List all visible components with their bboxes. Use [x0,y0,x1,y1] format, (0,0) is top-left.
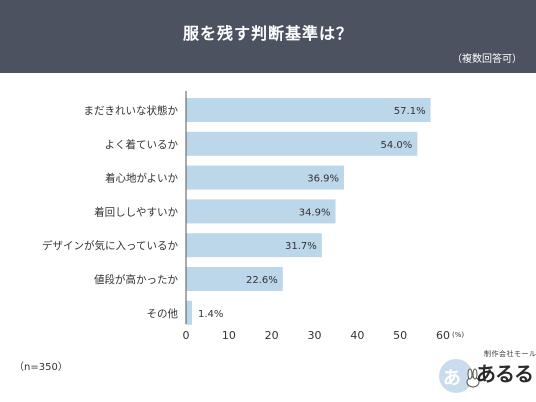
category-label-6: その他 [147,307,179,320]
brand-logo: あ 制作会社モール あるる [436,346,536,398]
bar-chart: まだきれいな状態か 57.1% よく着ているか 54.0% 着心地がよいか 36.9% 着回… [42,91,464,342]
value-label-1: 54.0% [381,140,413,151]
bar-4 [186,233,322,258]
value-label-5: 22.6% [246,275,278,286]
x-tick-label-1: 10 [222,329,236,342]
value-label-3: 34.9% [299,207,331,218]
value-label-0: 57.1% [394,106,426,117]
rabbit-mascot-icon: あ [439,359,480,393]
value-label-2: 36.9% [307,174,339,185]
logo-brand-text: あるる [476,362,534,386]
x-tick-label-4: 40 [350,329,364,342]
logo-company-text: 制作会社モール [484,350,536,358]
category-label-3: 着回ししやすいか [94,205,178,218]
bar-3 [186,199,336,224]
x-tick-label-6: 60 [436,329,450,342]
value-label-4: 31.7% [285,241,317,252]
sample-size: （n=350） [14,362,68,373]
value-label-6: 1.4% [198,309,223,320]
category-label-2: 着心地がよいか [105,172,178,185]
x-tick-label-5: 50 [393,329,407,342]
bar-0 [186,98,431,122]
chart-title: 服を残す判断基準は？ [182,24,353,43]
x-tick-label-2: 20 [265,329,279,342]
category-label-4: デザインが気に入っているか [42,239,178,252]
bar-2 [186,165,345,190]
x-tick-label-3: 30 [308,329,322,342]
bar-1 [186,131,418,156]
category-label-0: まだきれいな状態か [84,104,179,117]
bar-6 [186,300,192,325]
category-label-5: 値段が高かったか [94,273,178,286]
category-label-1: よく着ているか [105,138,179,151]
bar-5 [186,267,283,291]
logo-mark-char: あ [443,368,461,389]
x-tick-label-0: 0 [183,329,190,342]
multiple-answer-note: （複数回答可） [452,54,522,65]
chart-header [0,0,536,73]
x-axis-unit: (%) [452,331,464,339]
